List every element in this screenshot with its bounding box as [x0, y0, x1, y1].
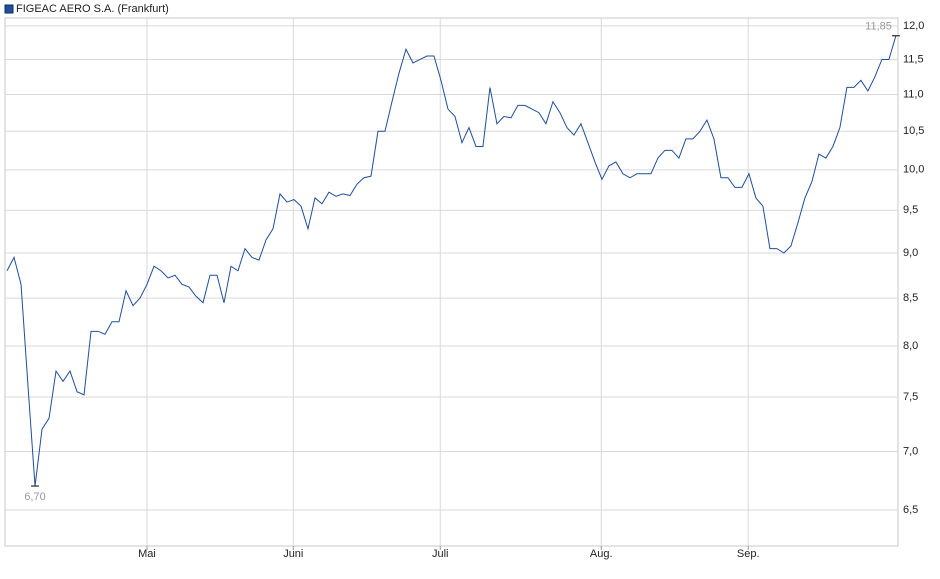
- y-tick-label: 10,0: [903, 164, 924, 176]
- value-label: 11,85: [865, 21, 892, 33]
- y-tick-label: 9,0: [903, 247, 918, 259]
- x-tick-label: Sep.: [737, 548, 760, 560]
- y-tick-label: 9,5: [903, 204, 918, 216]
- price-line: [6, 35, 897, 487]
- y-tick-label: 6,5: [903, 504, 918, 516]
- plot-area: [4, 17, 899, 547]
- x-tick-label: Juli: [432, 548, 449, 560]
- legend-label: FIGEAC AERO S.A. (Frankfurt): [16, 3, 169, 15]
- x-tick-label: Aug.: [590, 548, 613, 560]
- x-tick-label: Mai: [138, 548, 156, 560]
- x-tick-label: Juni: [283, 548, 303, 560]
- y-tick-label: 11,0: [903, 88, 924, 100]
- y-tick-label: 11,5: [903, 53, 924, 65]
- y-tick-label: 8,5: [903, 292, 918, 304]
- y-tick-label: 8,0: [903, 340, 918, 352]
- legend-swatch: [4, 4, 14, 14]
- y-tick-label: 7,5: [903, 391, 918, 403]
- y-tick-label: 12,0: [903, 20, 924, 32]
- y-tick-label: 10,5: [903, 125, 924, 137]
- value-label: 6,70: [24, 491, 45, 503]
- y-tick-label: 7,0: [903, 445, 918, 457]
